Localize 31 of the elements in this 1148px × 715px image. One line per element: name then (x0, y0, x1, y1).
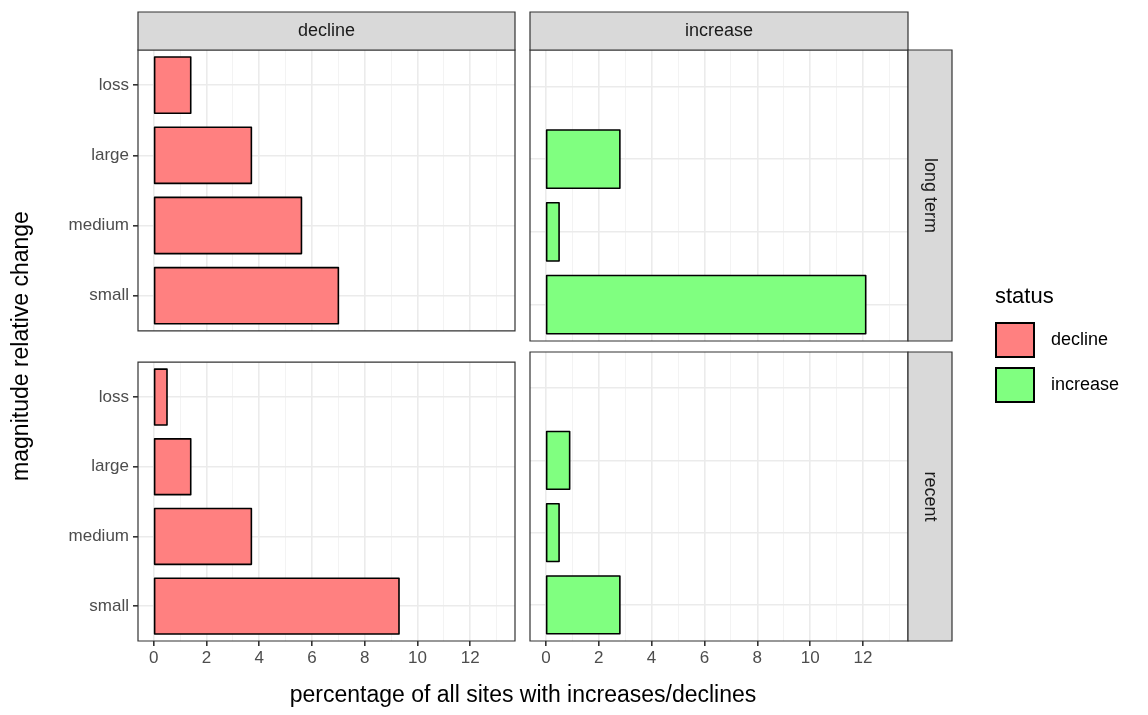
y-tick-label: medium (68, 526, 129, 546)
y2-axis-title: recent (921, 471, 942, 522)
x-axis-title: percentage of all sites with increases/declines (289, 681, 757, 708)
x-tick-label: 8 (752, 647, 763, 667)
y2-axis-title: long term (921, 157, 942, 234)
x-tick-label: 6 (307, 647, 317, 667)
x-tick-label: 12 (460, 647, 480, 667)
x-tick-label: 0 (541, 647, 551, 667)
x-tick-label: 10 (800, 647, 820, 667)
chart-title: decline (297, 19, 356, 40)
x-tick-label: 2 (201, 647, 212, 667)
y-tick-label: large (91, 456, 129, 476)
legend-label: decline (1051, 329, 1109, 350)
y-axis-title: magnitude relative change (6, 211, 34, 481)
y-tick-label: loss (98, 386, 129, 406)
y-tick-label: large (91, 144, 129, 164)
x-tick-label: 4 (646, 647, 657, 667)
x-tick-label: 6 (699, 647, 710, 667)
y-tick-label: medium (68, 215, 129, 235)
y-tick-label: loss (98, 74, 129, 94)
legend-label: increase (1051, 374, 1120, 395)
y-tick-label: small (89, 595, 129, 615)
x-tick-label: 2 (593, 647, 604, 667)
x-tick-label: 10 (407, 647, 427, 667)
chart-title: increase (684, 19, 754, 40)
y-tick-label: small (89, 285, 129, 305)
x-tick-label: 8 (359, 647, 370, 667)
x-tick-label: 0 (149, 647, 159, 667)
x-tick-label: 12 (853, 647, 873, 667)
legend-title: status (995, 283, 1055, 309)
x-tick-label: 4 (254, 647, 265, 667)
